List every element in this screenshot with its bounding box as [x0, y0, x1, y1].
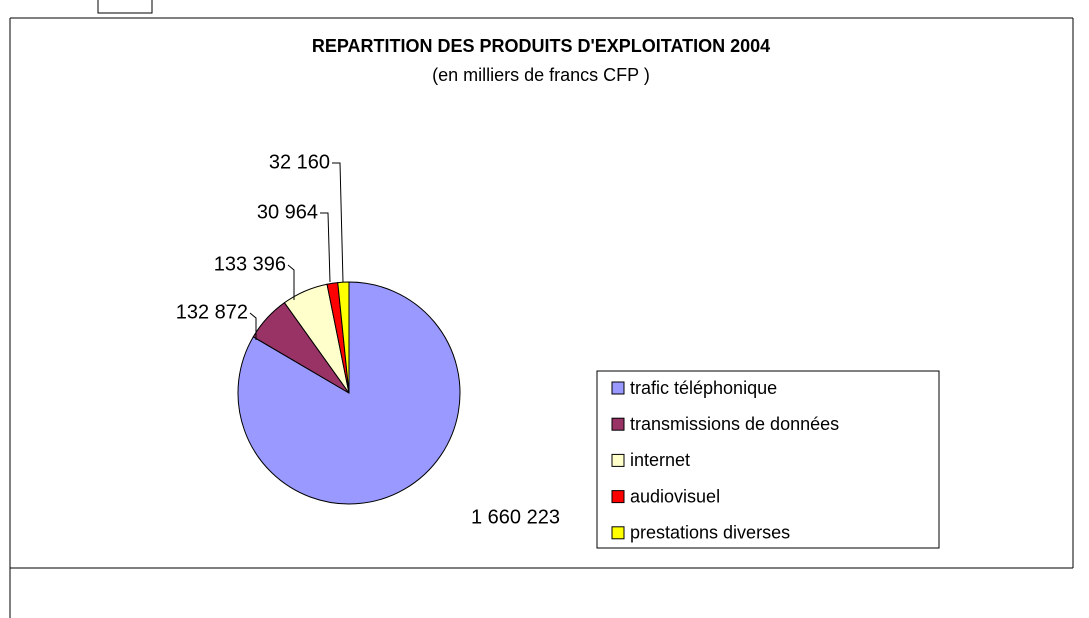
chart-subtitle: (en milliers de francs CFP )	[432, 65, 650, 85]
legend	[596, 370, 940, 549]
leader-line	[287, 264, 295, 300]
legend-label: trafic téléphonique	[630, 378, 777, 398]
legend-label: audiovisuel	[630, 486, 720, 506]
legend-label: transmissions de données	[630, 414, 839, 434]
data-label: 30 964	[257, 201, 318, 223]
leader-line	[332, 162, 344, 283]
data-label: 133 396	[214, 253, 286, 275]
legend-swatch	[611, 526, 625, 540]
pie-slice	[337, 281, 350, 394]
legend-label: prestations diverses	[630, 523, 790, 543]
chart-title: REPARTITION DES PRODUITS D'EXPLOITATION …	[312, 36, 770, 56]
corner-box	[97, 0, 153, 14]
data-label: 32 160	[269, 151, 330, 173]
legend-swatch	[611, 381, 625, 395]
legend-swatch	[611, 417, 625, 431]
data-label: 1 660 223	[471, 506, 560, 528]
legend-swatch	[611, 490, 625, 504]
legend-swatch	[611, 453, 625, 467]
legend-label: internet	[630, 450, 690, 470]
leader-line	[249, 312, 257, 340]
data-label: 132 872	[176, 301, 248, 323]
leader-line	[320, 212, 331, 283]
